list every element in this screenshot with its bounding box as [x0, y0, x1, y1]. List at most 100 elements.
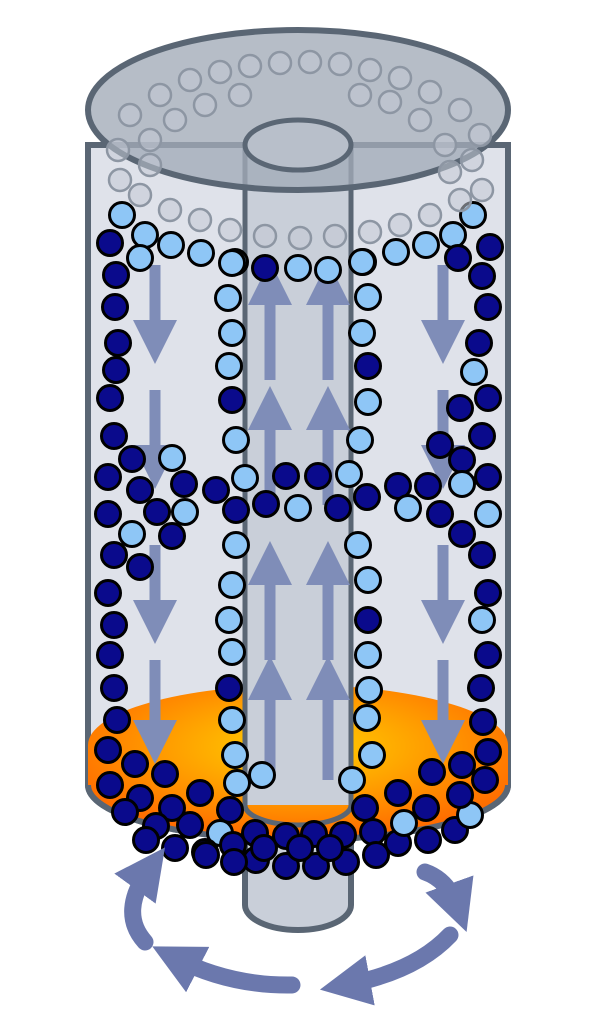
lid-particle: [127, 182, 153, 208]
lid-particle: [217, 217, 243, 243]
particle-cold: [218, 571, 246, 599]
particle-cold: [354, 388, 382, 416]
particle-hot: [218, 386, 246, 414]
particle-hot: [94, 579, 122, 607]
particle-hot: [252, 490, 280, 518]
particle-hot: [476, 233, 504, 261]
particle-hot: [354, 352, 382, 380]
lid-particle: [187, 207, 213, 233]
lid-particle: [267, 50, 293, 76]
particle-cold: [354, 566, 382, 594]
lid-particle: [177, 67, 203, 93]
particle-hot: [467, 674, 495, 702]
particle-hot: [444, 244, 472, 272]
particle-hot: [111, 798, 139, 826]
particle-hot: [102, 261, 130, 289]
particle-hot: [272, 852, 300, 880]
rotation-arrows: [114, 847, 474, 1006]
rotation-arrow-left: [114, 847, 165, 951]
particle-hot: [426, 500, 454, 528]
particle-cold: [108, 201, 136, 229]
particle-hot: [316, 834, 344, 862]
lid-particle: [147, 82, 173, 108]
particle-hot: [161, 834, 189, 862]
particle-hot: [304, 462, 332, 490]
particle-hot: [448, 520, 476, 548]
particle-hot: [94, 500, 122, 528]
particle-hot: [158, 794, 186, 822]
particle-hot: [94, 736, 122, 764]
lid-particle: [347, 82, 373, 108]
lid-particle: [469, 177, 495, 203]
particle-cold: [460, 358, 488, 386]
particle-hot: [468, 422, 496, 450]
particles: [94, 201, 504, 880]
particle-hot: [132, 826, 160, 854]
rotation-arrow-bottom-left: [152, 946, 301, 994]
particle-hot: [474, 579, 502, 607]
particle-cold: [157, 231, 185, 259]
particle-hot: [446, 781, 474, 809]
particle-hot: [94, 463, 122, 491]
particle-hot: [468, 541, 496, 569]
particle-hot: [384, 779, 412, 807]
particle-hot: [468, 262, 496, 290]
particle-cold: [171, 498, 199, 526]
lid-particle: [297, 49, 323, 75]
particle-cold: [382, 238, 410, 266]
lid-particle: [447, 187, 473, 213]
lid-particle: [357, 57, 383, 83]
particle-hot: [474, 738, 502, 766]
lid-particle: [387, 65, 413, 91]
particle-hot: [359, 818, 387, 846]
lid-particle: [417, 79, 443, 105]
particle-hot: [192, 841, 220, 869]
particle-hot: [220, 848, 248, 876]
particle-hot: [104, 329, 132, 357]
lid-particle: [137, 127, 163, 153]
particle-hot: [100, 541, 128, 569]
lid-particle: [207, 59, 233, 85]
particle-cold: [439, 221, 467, 249]
particle-hot: [176, 811, 204, 839]
particle-hot: [474, 463, 502, 491]
particle-hot: [302, 852, 330, 880]
lid-particle: [377, 89, 403, 115]
particle-cold: [284, 494, 312, 522]
particle-cold: [222, 426, 250, 454]
particle-hot: [158, 522, 186, 550]
particle-cold: [355, 676, 383, 704]
particle-cold: [474, 500, 502, 528]
lid-particle: [162, 107, 188, 133]
particle-hot: [215, 674, 243, 702]
particle-hot: [96, 229, 124, 257]
particle-cold: [348, 248, 376, 276]
particle-hot: [202, 476, 230, 504]
particle-hot: [118, 445, 146, 473]
lid-particle: [117, 102, 143, 128]
particle-cold: [214, 284, 242, 312]
particle-cold: [218, 706, 246, 734]
particle-cold: [346, 426, 374, 454]
particle-hot: [324, 494, 352, 522]
inner-tube-bottom: [242, 804, 354, 828]
lid-particle: [417, 202, 443, 228]
particle-hot: [96, 384, 124, 412]
particle-hot: [103, 706, 131, 734]
particle-cold: [215, 606, 243, 634]
flow-arrows: [133, 261, 465, 780]
particle-hot: [251, 254, 279, 282]
particle-cold: [222, 531, 250, 559]
particle-hot: [414, 826, 442, 854]
rotation-arrow-bottom-right: [319, 926, 459, 1006]
lid-particle: [432, 132, 458, 158]
particle-hot: [474, 384, 502, 412]
particle-cold: [221, 741, 249, 769]
particle-hot: [222, 496, 250, 524]
particle-hot: [96, 641, 124, 669]
particle-hot: [143, 498, 171, 526]
lid-particle: [107, 167, 133, 193]
lid-particle: [105, 137, 131, 163]
particle-hot: [186, 779, 214, 807]
